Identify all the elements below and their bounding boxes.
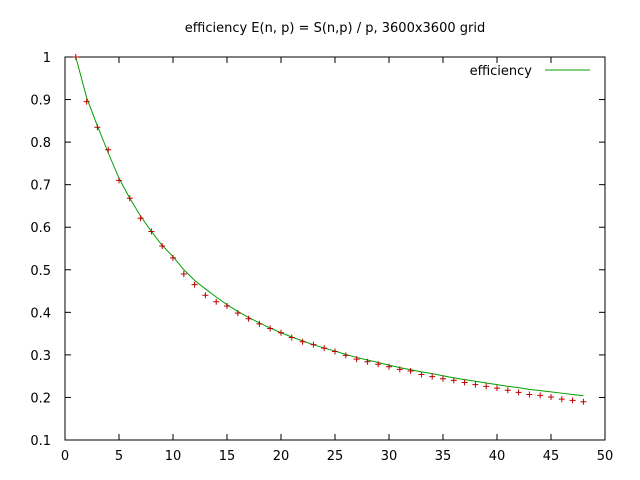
chart-title: efficiency E(n, p) = S(n,p) / p, 3600x36… — [185, 21, 485, 36]
data-point — [288, 334, 295, 341]
data-point — [245, 315, 252, 322]
data-point — [515, 389, 522, 396]
y-tick-label: 0.6 — [30, 221, 51, 236]
data-point — [72, 54, 79, 60]
data-point — [137, 215, 144, 222]
data-point — [472, 381, 479, 388]
data-point — [126, 195, 133, 202]
data-point — [180, 271, 187, 278]
y-tick-label: 0.1 — [30, 434, 51, 449]
y-tick-label: 0.7 — [30, 179, 51, 194]
data-point — [537, 392, 544, 399]
y-tick-label: 0.2 — [30, 391, 51, 406]
data-point — [558, 396, 565, 403]
data-point — [148, 228, 155, 235]
data-point — [450, 377, 457, 384]
plot-frame — [64, 56, 606, 441]
data-point — [504, 387, 511, 394]
y-tick-label: 0.8 — [30, 136, 51, 151]
y-tick-label: 0.9 — [30, 94, 51, 109]
data-point — [321, 345, 328, 352]
data-point — [494, 385, 500, 392]
x-tick-label: 50 — [597, 449, 614, 464]
data-point — [429, 373, 436, 380]
y-tick-label: 1 — [43, 51, 51, 66]
data-point — [234, 310, 241, 317]
data-point — [94, 124, 101, 131]
x-tick-label: 40 — [489, 449, 506, 464]
data-point — [267, 325, 274, 332]
x-tick-label: 10 — [165, 449, 182, 464]
x-tick-label: 45 — [543, 449, 560, 464]
legend-label: efficiency — [470, 64, 533, 79]
data-point — [332, 348, 338, 355]
data-point — [170, 254, 176, 261]
data-point — [299, 338, 306, 345]
data-point — [224, 302, 230, 309]
x-tick-label: 0 — [61, 449, 69, 464]
efficiency-line — [75, 56, 584, 397]
y-tick-label: 0.5 — [30, 264, 51, 279]
data-point — [256, 320, 263, 327]
data-point — [191, 281, 198, 288]
data-point — [418, 371, 425, 378]
data-point — [278, 329, 284, 336]
x-tick-label: 20 — [273, 449, 290, 464]
data-point — [440, 375, 446, 382]
y-tick-label: 0.4 — [30, 306, 51, 321]
data-point — [483, 383, 490, 390]
data-point — [526, 391, 533, 398]
data-point — [83, 98, 90, 105]
data-point — [407, 368, 414, 375]
data-point — [353, 356, 360, 363]
data-point — [105, 146, 112, 153]
x-tick-label: 35 — [435, 449, 452, 464]
data-point — [213, 298, 220, 305]
x-tick-label: 5 — [115, 449, 123, 464]
y-tick-label: 0.3 — [30, 349, 51, 364]
plot-area: 0 5 10 15 20 25 30 35 40 45 50 0.1 0.2 0.3 0.4 0.5 0.6 0.… — [30, 51, 613, 464]
x-tick-label: 25 — [327, 449, 344, 464]
data-point — [580, 398, 587, 405]
data-point — [386, 363, 392, 370]
data-point — [310, 341, 317, 348]
x-tick-label: 15 — [219, 449, 236, 464]
data-point — [116, 177, 122, 184]
data-point — [342, 352, 349, 359]
x-tick-label: 30 — [381, 449, 398, 464]
data-point — [159, 242, 166, 249]
data-point — [364, 358, 371, 365]
data-point — [375, 361, 382, 368]
data-point — [461, 379, 468, 386]
data-point — [569, 397, 576, 404]
data-point — [396, 366, 403, 373]
data-point — [202, 292, 209, 299]
data-point — [548, 394, 554, 401]
